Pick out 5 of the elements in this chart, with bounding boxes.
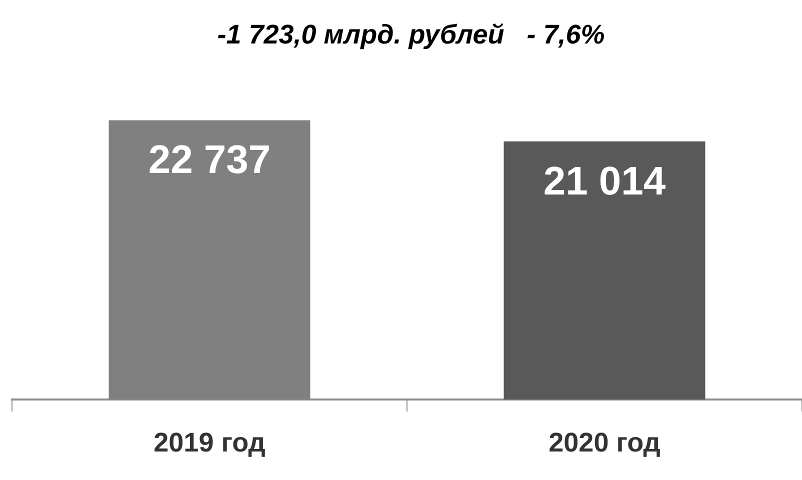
chart-title: -1 723,0 млрд. рублей - 7,6% [217,20,605,50]
x-tick-label: 2019 год [154,427,266,458]
x-tick-label: 2020 год [548,427,660,458]
data-label: 22 737 [148,138,271,182]
data-label: 21 014 [543,159,666,204]
